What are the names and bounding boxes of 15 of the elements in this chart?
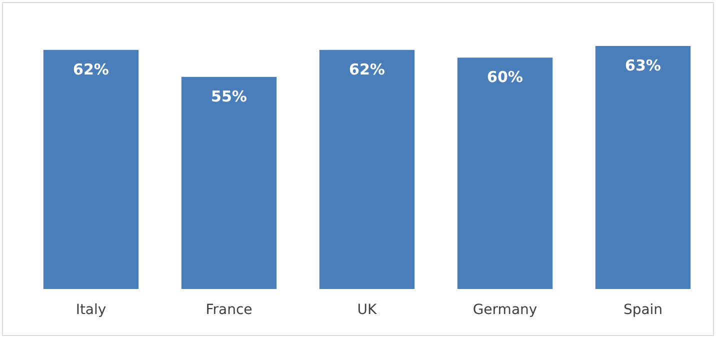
- bar: [181, 76, 277, 289]
- data-label: 60%: [487, 68, 523, 86]
- x-tick-label: UK: [357, 302, 378, 318]
- x-tick-label: France: [206, 302, 252, 318]
- bar: [319, 50, 415, 289]
- data-label: 55%: [211, 87, 247, 106]
- data-label: 62%: [73, 60, 109, 78]
- x-tick-label: Spain: [623, 302, 663, 318]
- x-tick-label: Italy: [76, 302, 106, 318]
- bar: [457, 58, 553, 289]
- bar: [43, 50, 139, 289]
- data-label: 62%: [349, 60, 385, 78]
- bar: [595, 46, 691, 289]
- x-tick-label: Germany: [472, 302, 538, 318]
- data-label: 63%: [625, 56, 661, 74]
